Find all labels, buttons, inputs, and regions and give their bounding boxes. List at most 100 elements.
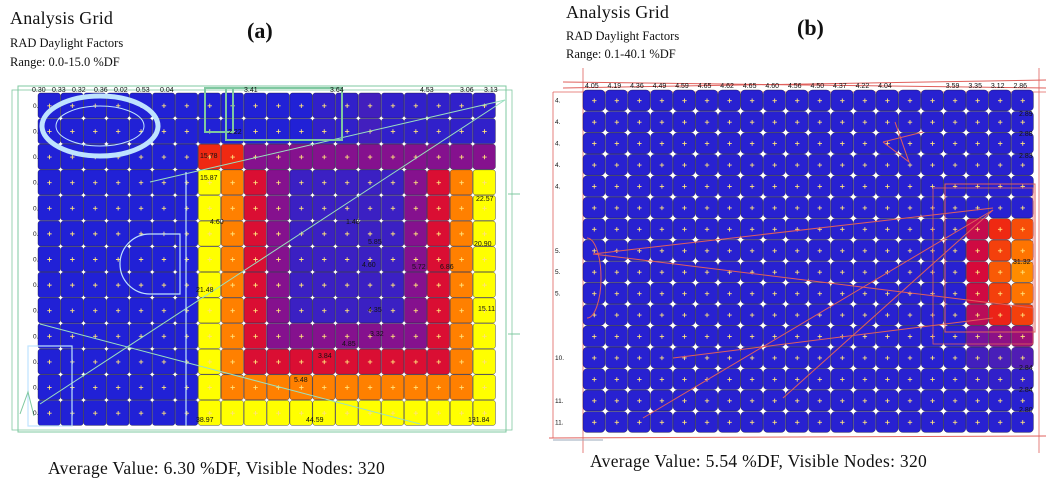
node-marker (322, 359, 327, 365)
node-marker (885, 248, 890, 253)
node-marker (840, 162, 845, 168)
node-marker (862, 291, 868, 296)
node-label: 10. (555, 355, 564, 362)
node-marker (322, 385, 327, 390)
node-marker (138, 385, 144, 390)
node-label: 11. (555, 398, 564, 405)
node-marker (727, 355, 732, 361)
node-marker (207, 257, 212, 262)
node-marker (952, 398, 958, 404)
node-marker (885, 312, 890, 318)
node-marker (749, 312, 755, 318)
node-marker (344, 129, 350, 134)
node-marker (772, 227, 777, 232)
node-marker (161, 206, 167, 211)
node-marker (436, 129, 441, 134)
node-marker (184, 282, 190, 288)
value-label: 4.60 (210, 219, 224, 226)
node-label: 5. (555, 269, 561, 276)
node-marker (817, 270, 822, 275)
node-marker (952, 355, 958, 361)
panel-title: Analysis Grid (10, 8, 114, 28)
node-marker (138, 308, 144, 313)
node-marker (276, 206, 281, 211)
node-marker (682, 270, 687, 275)
node-marker (459, 180, 464, 185)
node-marker (413, 103, 419, 109)
node-label: 4.50 (811, 83, 825, 90)
node-marker (952, 248, 958, 253)
node-marker (70, 282, 75, 288)
node-marker (322, 231, 327, 237)
node-marker (322, 410, 327, 416)
node-marker (161, 334, 167, 339)
value-label: 5.48 (294, 377, 308, 384)
node-marker (276, 231, 281, 237)
node-marker (93, 180, 98, 185)
node-marker (344, 103, 350, 109)
node-marker (1020, 398, 1025, 404)
node-label: 4.49 (653, 83, 667, 90)
node-marker (997, 98, 1003, 103)
node-marker (795, 398, 800, 404)
node-marker (727, 98, 732, 103)
node-marker (704, 312, 710, 318)
node-marker (997, 227, 1003, 232)
node-label: 4.56 (788, 83, 802, 90)
node-marker (390, 282, 396, 288)
node-marker (975, 312, 980, 318)
node-marker (299, 154, 304, 160)
node-marker (322, 103, 327, 109)
node-marker (772, 334, 777, 339)
node-marker (997, 377, 1003, 382)
node-marker (975, 227, 980, 232)
node-marker (704, 270, 710, 275)
node-label: 0. (33, 154, 39, 161)
node-marker (592, 291, 597, 296)
node-marker (70, 129, 75, 134)
node-marker (459, 129, 464, 134)
node-marker (772, 119, 777, 125)
panel-b: Analysis Grid RAD Daylight Factors Range… (523, 0, 1046, 481)
node-marker (436, 282, 441, 288)
node-marker (614, 334, 620, 339)
node-marker (70, 308, 75, 313)
node-marker (390, 180, 396, 185)
node-marker (207, 385, 212, 390)
node-marker (230, 282, 235, 288)
node-marker (436, 180, 441, 185)
node-marker (862, 334, 868, 339)
node-marker (436, 359, 441, 365)
node-marker (682, 377, 687, 382)
node-marker (997, 355, 1003, 361)
node-marker (682, 227, 687, 232)
node-marker (749, 334, 755, 339)
node-marker (161, 308, 167, 313)
node-marker (840, 184, 845, 189)
node-label: 0.04 (160, 87, 174, 94)
node-marker (862, 184, 868, 189)
node-label: 3.06 (460, 87, 474, 94)
node-marker (817, 205, 822, 211)
node-marker (952, 270, 958, 275)
node-marker (276, 154, 281, 160)
node-marker (93, 308, 98, 313)
node-label: 4. (555, 183, 561, 190)
node-marker (230, 359, 235, 365)
node-marker (482, 410, 487, 416)
node-label: 0.33 (52, 87, 66, 94)
node-marker (704, 98, 710, 103)
node-marker (817, 162, 822, 168)
node-label: 4.59 (675, 83, 689, 90)
node-marker (795, 420, 800, 425)
analysis-grid-b: 4.05 4.19 4.36 4.49 4.59 4.65 4.62 4.65 4.60 4.56… (548, 68, 1046, 453)
node-marker (482, 154, 487, 160)
node-marker (115, 257, 121, 262)
value-label: 4.60 (362, 262, 376, 269)
node-marker (367, 334, 373, 339)
node-marker (299, 257, 304, 262)
node-marker (840, 398, 845, 404)
node-marker (390, 308, 396, 313)
node-marker (1020, 334, 1025, 339)
node-marker (997, 248, 1003, 253)
